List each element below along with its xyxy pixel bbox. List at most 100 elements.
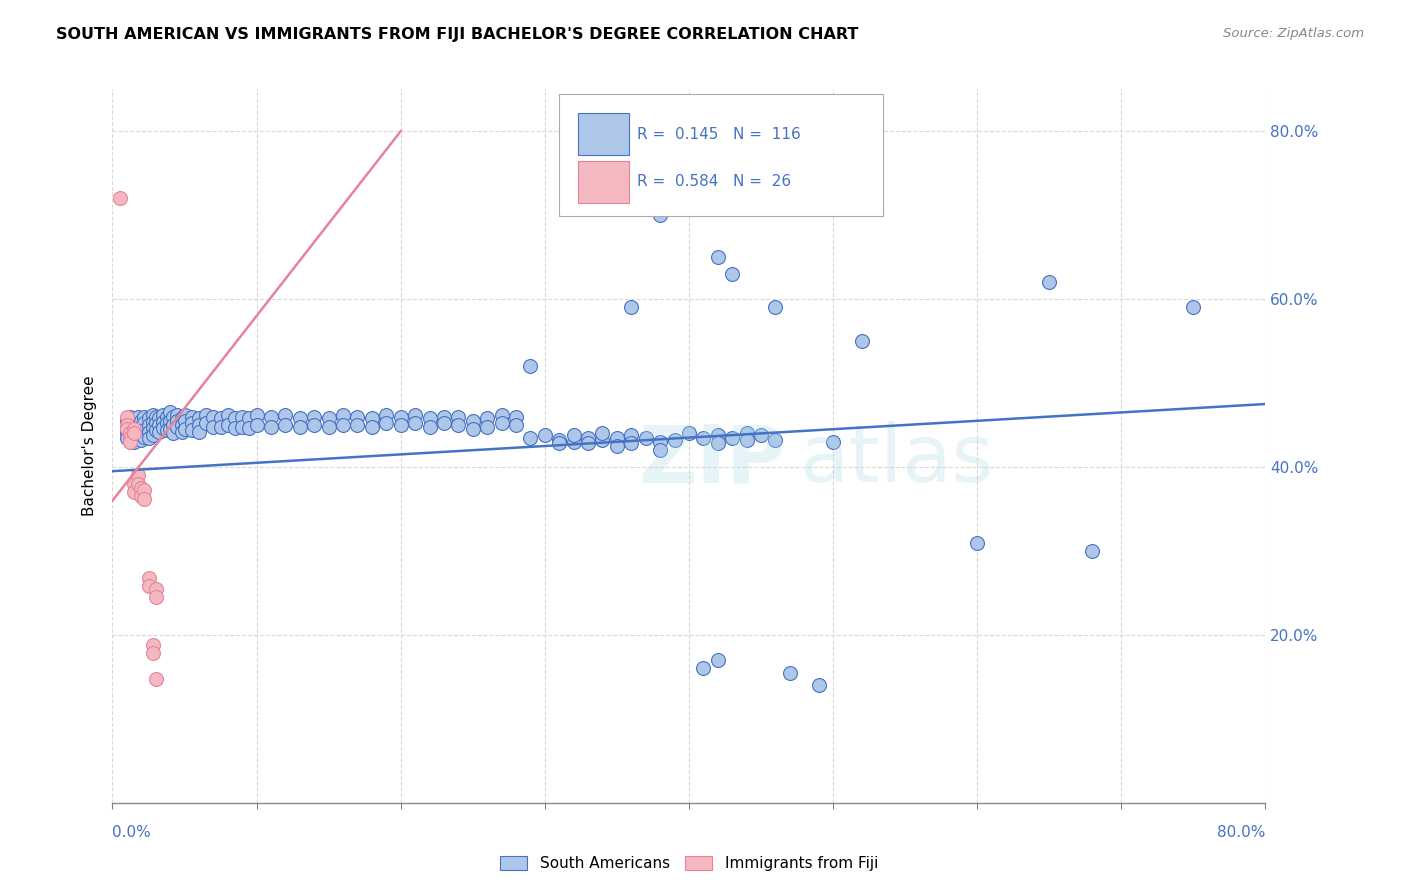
Point (159, 405, 181, 419)
Point (129, 414, 153, 428)
Point (115, 409, 138, 424)
Point (562, 434, 585, 449)
Point (180, 423, 202, 437)
Point (118, 426, 141, 441)
Point (170, 417, 193, 432)
Point (142, 415, 165, 429)
Point (138, 425, 160, 439)
Point (274, 408, 297, 422)
Point (127, 409, 149, 424)
Point (145, 423, 167, 437)
Point (606, 439, 628, 453)
Point (288, 419, 311, 434)
Point (224, 411, 246, 425)
Point (122, 431, 145, 445)
Point (375, 417, 398, 431)
Point (209, 419, 232, 434)
Point (706, 653, 728, 667)
Point (195, 408, 218, 422)
Point (692, 661, 714, 675)
Point (224, 421, 246, 435)
Point (721, 431, 744, 445)
Point (491, 408, 513, 422)
Point (138, 417, 160, 432)
Point (127, 426, 149, 441)
Point (620, 428, 643, 442)
FancyBboxPatch shape (578, 161, 628, 202)
Point (620, 436, 643, 450)
Text: R =  0.145   N =  116: R = 0.145 N = 116 (637, 127, 801, 142)
Point (159, 422, 181, 436)
Point (118, 409, 141, 424)
Point (332, 408, 354, 422)
Point (461, 422, 484, 436)
Point (966, 535, 988, 549)
Point (142, 408, 165, 422)
Point (166, 419, 188, 434)
Point (389, 409, 412, 424)
Point (576, 431, 599, 445)
FancyBboxPatch shape (558, 95, 883, 216)
Text: 80.0%: 80.0% (1218, 825, 1265, 840)
Point (134, 483, 156, 498)
Point (122, 414, 145, 428)
Point (134, 409, 156, 424)
Point (138, 432, 160, 446)
Point (145, 417, 167, 431)
Point (129, 489, 153, 503)
Point (245, 408, 267, 422)
Point (260, 419, 283, 434)
Point (180, 409, 202, 424)
Point (115, 414, 138, 428)
Point (134, 423, 156, 437)
Point (152, 408, 174, 422)
Point (145, 582, 167, 596)
Text: ZIP: ZIP (638, 421, 786, 500)
Point (491, 417, 513, 431)
Point (129, 433, 153, 447)
Point (304, 417, 326, 432)
Point (145, 672, 167, 686)
Point (664, 433, 686, 447)
Point (245, 417, 267, 432)
Point (375, 408, 398, 422)
Point (159, 414, 181, 428)
Point (505, 409, 527, 424)
Point (461, 414, 484, 428)
Point (533, 428, 555, 442)
Point (148, 425, 170, 439)
FancyBboxPatch shape (578, 113, 628, 155)
Point (592, 426, 614, 441)
Point (318, 419, 340, 434)
Point (173, 408, 195, 422)
Point (209, 411, 232, 425)
Point (433, 409, 456, 424)
Point (134, 417, 156, 431)
Point (173, 422, 195, 436)
Point (142, 638, 165, 652)
Point (142, 646, 165, 660)
Point (238, 411, 260, 425)
Point (122, 422, 145, 436)
Point (152, 415, 174, 429)
Point (145, 409, 167, 424)
Point (505, 417, 527, 432)
Point (404, 417, 426, 431)
Point (779, 665, 801, 680)
Point (129, 428, 153, 442)
Point (202, 419, 225, 434)
Point (118, 431, 141, 445)
Point (548, 436, 571, 450)
Point (648, 443, 672, 458)
Point (118, 434, 141, 449)
Point (188, 411, 211, 425)
Point (706, 428, 728, 442)
Point (735, 433, 758, 447)
Point (166, 414, 188, 428)
Point (134, 430, 156, 444)
Point (108, 191, 131, 205)
Point (148, 417, 170, 432)
Point (115, 417, 138, 432)
Point (122, 476, 145, 491)
Point (404, 408, 426, 422)
